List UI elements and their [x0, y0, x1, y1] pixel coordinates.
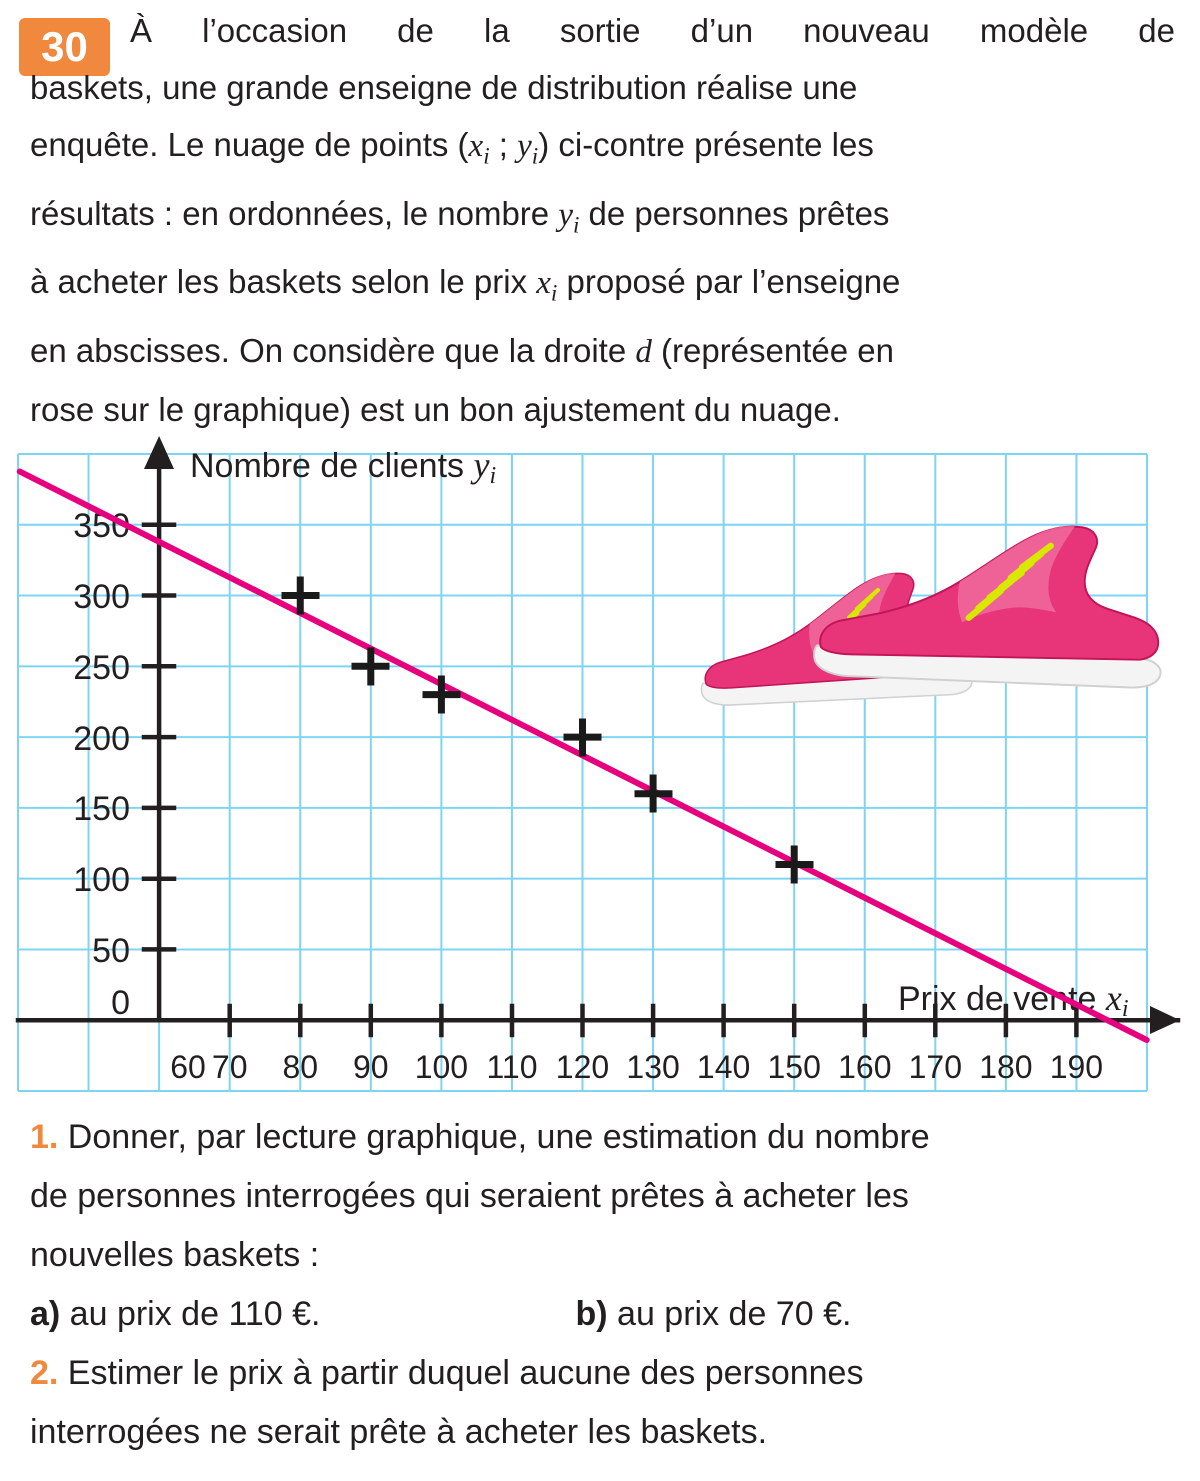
svg-text:120: 120 — [556, 1049, 609, 1085]
svg-text:100: 100 — [415, 1049, 468, 1085]
svg-text:300: 300 — [73, 578, 130, 616]
svg-text:100: 100 — [73, 861, 130, 899]
svg-text:60: 60 — [170, 1049, 206, 1085]
svg-text:150: 150 — [73, 790, 130, 828]
svg-text:70: 70 — [212, 1049, 248, 1085]
svg-text:150: 150 — [768, 1049, 821, 1085]
svg-text:160: 160 — [838, 1049, 891, 1085]
svg-text:Nombre de clients yi: Nombre de clients yi — [190, 445, 496, 489]
svg-text:130: 130 — [626, 1049, 679, 1085]
svg-text:190: 190 — [1050, 1049, 1103, 1085]
svg-text:170: 170 — [909, 1049, 962, 1085]
svg-text:180: 180 — [979, 1049, 1032, 1085]
svg-text:140: 140 — [697, 1049, 750, 1085]
svg-text:80: 80 — [283, 1049, 319, 1085]
svg-text:50: 50 — [92, 932, 130, 970]
svg-text:90: 90 — [353, 1049, 389, 1085]
svg-text:250: 250 — [73, 649, 130, 687]
svg-text:110: 110 — [486, 1049, 537, 1085]
svg-text:0: 0 — [111, 984, 130, 1022]
svg-text:200: 200 — [73, 720, 130, 758]
